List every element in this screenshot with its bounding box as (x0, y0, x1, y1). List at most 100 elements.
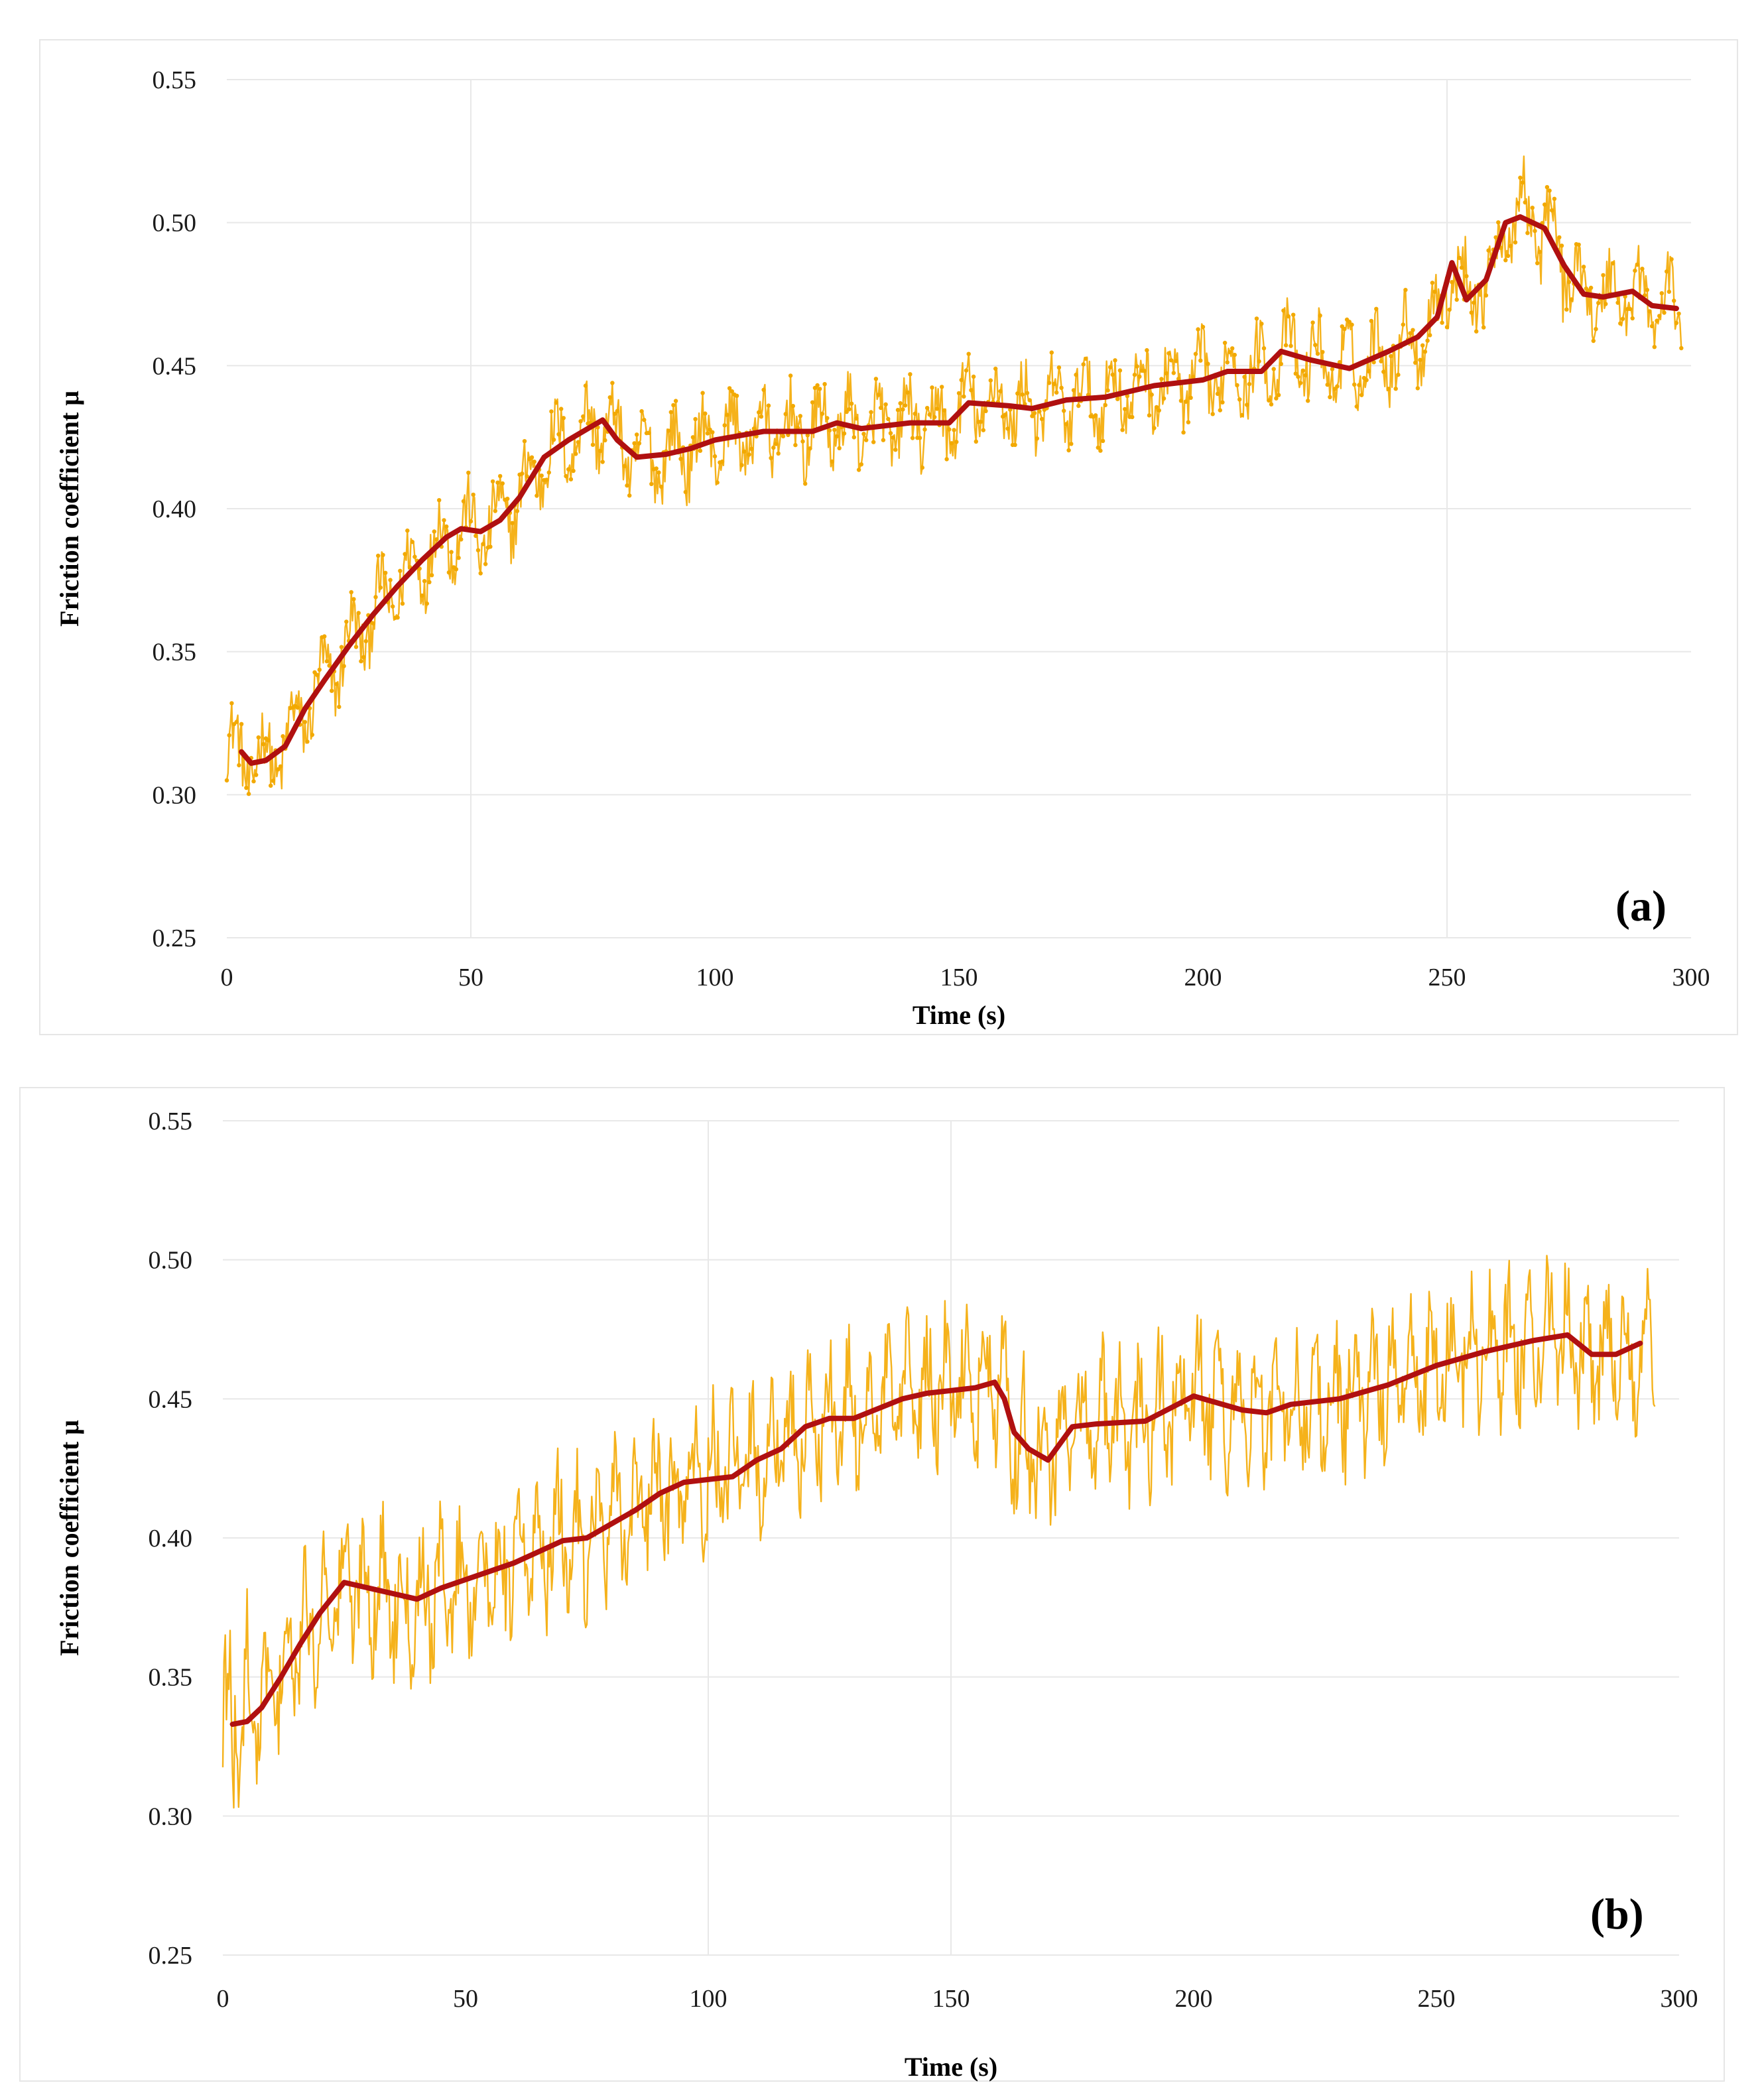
raw-data-point (810, 400, 815, 405)
raw-data-point (1386, 387, 1391, 391)
raw-data-point (446, 570, 452, 575)
y-tick-label: 0.50 (149, 1247, 193, 1275)
raw-data-point (1103, 403, 1108, 408)
raw-data-point (224, 778, 229, 783)
y-tick-label: 0.55 (149, 1108, 193, 1135)
raw-data-point (1328, 395, 1332, 399)
raw-data-point (1469, 310, 1474, 315)
raw-data-point (1289, 344, 1293, 348)
raw-data-point (1242, 375, 1247, 379)
raw-data-point (546, 470, 551, 475)
raw-data-point (1588, 285, 1594, 290)
raw-data-point (725, 412, 729, 417)
raw-data-point (1633, 268, 1637, 273)
raw-data-point (1193, 351, 1198, 356)
raw-data-point (1125, 394, 1130, 399)
raw-data-point (544, 477, 549, 482)
raw-data-point (1505, 253, 1511, 258)
raw-data-point (473, 533, 478, 539)
raw-data-point (1237, 397, 1242, 402)
raw-data-point (493, 509, 497, 513)
raw-data-point (1459, 265, 1464, 270)
raw-data-point (1371, 360, 1376, 365)
raw-data-point (881, 438, 886, 442)
raw-data-point (830, 459, 834, 464)
raw-data-point (1432, 289, 1437, 294)
raw-data-point (475, 548, 481, 552)
raw-data-point (1401, 322, 1405, 327)
raw-data-point (1483, 293, 1489, 298)
raw-data-point (908, 372, 913, 377)
raw-data-point (351, 597, 356, 602)
raw-data-point (429, 573, 434, 578)
raw-data-point (1533, 229, 1537, 233)
raw-data-point (952, 428, 956, 432)
y-tick-label: 0.40 (149, 1525, 193, 1553)
raw-data-point (627, 493, 632, 498)
raw-data-point (1620, 316, 1625, 321)
raw-data-point (1537, 249, 1542, 255)
raw-data-point (1472, 300, 1476, 305)
raw-data-point (449, 550, 454, 554)
raw-data-point (1496, 220, 1501, 225)
raw-data-point (1069, 442, 1074, 446)
raw-data-point (969, 388, 974, 393)
raw-data-point (490, 479, 495, 484)
chart-frame (39, 39, 1738, 1035)
raw-data-point (1615, 300, 1620, 305)
raw-data-point (956, 391, 962, 396)
raw-data-point (856, 468, 861, 472)
x-tick-label: 150 (932, 1985, 970, 2013)
raw-data-point (373, 595, 378, 600)
raw-data-point (571, 468, 576, 474)
raw-data-point (1206, 361, 1210, 366)
raw-data-point (1604, 302, 1608, 306)
raw-data-point (1652, 345, 1657, 349)
raw-data-point (1157, 408, 1162, 413)
raw-data-point (703, 411, 708, 416)
raw-data-point (776, 451, 781, 456)
raw-data-point (637, 441, 642, 446)
raw-data-point (478, 571, 483, 576)
gridlines (223, 1120, 1679, 1956)
raw-data-point (1369, 318, 1374, 324)
raw-data-point (1215, 391, 1220, 396)
raw-data-point (1276, 393, 1281, 397)
raw-data-point (1354, 404, 1359, 409)
raw-data-point (927, 412, 932, 417)
raw-data-point (578, 419, 583, 424)
raw-data-point (1154, 405, 1159, 410)
raw-data-point (1374, 306, 1379, 311)
raw-data-point (910, 436, 915, 440)
raw-data-point (1310, 320, 1315, 325)
raw-data-point (1450, 280, 1454, 285)
raw-data-point (376, 553, 381, 558)
raw-data-point (1464, 274, 1469, 279)
raw-data-point (1630, 316, 1635, 321)
raw-data-point (988, 378, 993, 383)
raw-data-point (412, 554, 417, 559)
raw-data-point (922, 427, 927, 432)
raw-data-point (1174, 359, 1178, 363)
raw-series (221, 1255, 1656, 1809)
raw-data-point (281, 734, 285, 739)
raw-data-point (642, 417, 647, 422)
raw-data-point (1547, 188, 1552, 193)
raw-data-point (773, 442, 779, 446)
raw-data-point (757, 410, 761, 414)
x-axis-title: Time (s) (905, 2052, 997, 2082)
raw-data-point (944, 457, 949, 462)
chart-panel-a: 0.25 0.30 0.35 0.40 0.45 0.50 0.55 0 50 100 150 20… (0, 0, 1764, 1046)
raw-data-point (1379, 359, 1383, 363)
raw-data-point (1171, 371, 1176, 375)
raw-data-point (1325, 382, 1330, 387)
x-tick-label: 250 (1428, 964, 1466, 991)
raw-data-point (622, 464, 627, 468)
raw-data-point (1389, 353, 1393, 359)
raw-data-point (353, 645, 359, 649)
raw-data-point (466, 470, 471, 475)
raw-data-point (815, 383, 820, 388)
raw-data-point (500, 481, 505, 486)
raw-data-point (1611, 261, 1615, 266)
raw-data-point (349, 590, 353, 595)
